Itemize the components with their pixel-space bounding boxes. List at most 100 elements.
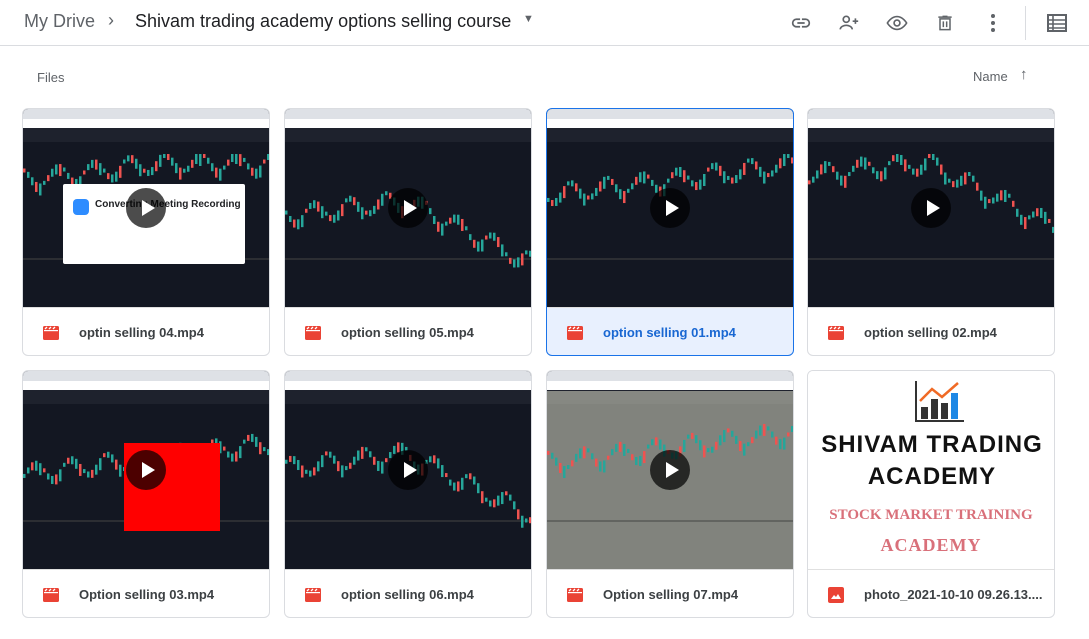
more-vert-icon[interactable] <box>980 10 1006 36</box>
chart-candle <box>381 193 384 206</box>
chart-candle <box>864 157 867 170</box>
chart-candle <box>603 460 606 473</box>
chart-candle <box>405 446 408 451</box>
chart-candle <box>763 423 766 436</box>
chart-candle <box>639 455 642 466</box>
chart-candle <box>992 197 995 204</box>
chart-candle <box>611 449 614 456</box>
chart-candle <box>872 167 875 174</box>
chart-candle <box>449 217 452 224</box>
chart-candle <box>55 164 58 175</box>
chart-candle <box>856 159 859 168</box>
chart-candle <box>952 181 955 188</box>
chart-candle <box>683 170 686 183</box>
chart-candle <box>976 182 979 191</box>
chart-toolbar <box>808 128 1054 142</box>
chart-candle <box>1016 208 1019 217</box>
chart-candle <box>131 155 134 164</box>
chart-candle <box>23 168 26 173</box>
chart-candle <box>67 172 70 179</box>
chart-candle <box>251 167 254 176</box>
chart-candle <box>599 181 602 192</box>
file-card[interactable]: option selling 06.mp4 <box>284 370 532 618</box>
chart-candle <box>852 165 855 172</box>
trash-icon[interactable] <box>932 10 958 36</box>
chart-candle <box>707 448 710 453</box>
chart-candle <box>63 167 66 172</box>
folder-dropdown-icon[interactable]: ▼ <box>523 13 534 25</box>
chart-candle <box>167 154 170 160</box>
chart-candle <box>235 154 238 164</box>
chart-candle <box>207 157 210 164</box>
file-name-bar: option selling 05.mp4 <box>285 307 531 355</box>
chart-candle <box>297 219 300 230</box>
chart-candle <box>59 469 62 482</box>
chart-candle <box>771 170 774 177</box>
list-view-icon[interactable] <box>1044 10 1070 36</box>
chart-candle <box>497 237 500 248</box>
chart-candle <box>727 175 730 180</box>
breadcrumb-current-folder[interactable]: Shivam trading academy options selling c… <box>135 11 512 31</box>
chart-candle <box>892 155 895 162</box>
play-icon[interactable] <box>388 188 428 228</box>
chart-candle <box>321 455 324 468</box>
file-card[interactable]: Option selling 07.mp4 <box>546 370 794 618</box>
chart-candle <box>309 202 312 209</box>
file-card[interactable]: Option selling 03.mp4 <box>22 370 270 618</box>
browser-tabs <box>285 371 531 381</box>
chart-candle <box>247 434 250 441</box>
chart-candle <box>107 173 110 180</box>
chart-candle <box>840 175 843 186</box>
file-card[interactable]: option selling 01.mp4 <box>546 108 794 356</box>
chart-candle <box>611 178 614 185</box>
play-icon[interactable] <box>911 188 951 228</box>
file-card[interactable]: SHIVAM TRADING ACADEMY STOCK MARKET TRAI… <box>807 370 1055 618</box>
file-card[interactable]: Converting Meeting Recording optin selli… <box>22 108 270 356</box>
chart-candle <box>143 168 146 173</box>
play-icon[interactable] <box>650 188 690 228</box>
chart-candle <box>373 456 376 465</box>
breadcrumb-my-drive[interactable]: My Drive <box>24 11 95 31</box>
chart-candle <box>333 214 336 223</box>
chart-candle <box>1024 217 1027 230</box>
chart-candle <box>547 450 550 455</box>
play-icon[interactable] <box>126 188 166 228</box>
chart-candle <box>219 168 222 181</box>
play-icon[interactable] <box>126 450 166 490</box>
chart-candle <box>699 179 702 190</box>
chart-candle <box>812 176 815 183</box>
chart-candle <box>449 479 452 486</box>
chart-candle <box>567 181 570 186</box>
chart-candle <box>353 456 356 465</box>
chart-candle <box>183 168 186 173</box>
add-person-icon[interactable] <box>836 10 862 36</box>
chart-candle <box>755 161 758 170</box>
chart-candle <box>195 154 198 164</box>
sort-by-name-button[interactable]: Name <box>973 69 1008 84</box>
file-name-bar: option selling 06.mp4 <box>285 569 531 617</box>
chart-candle <box>715 441 718 450</box>
chart-candle <box>775 164 778 173</box>
chart-candle <box>385 458 388 463</box>
chart-toolbar <box>285 390 531 404</box>
video-thumbnail: Converting Meeting Recording <box>23 109 269 307</box>
chart-candle <box>429 208 432 215</box>
chart-candle <box>964 172 967 185</box>
chart-candle <box>639 172 642 183</box>
preview-eye-icon[interactable] <box>884 10 910 36</box>
sort-ascending-arrow-icon[interactable]: ↑ <box>1020 66 1028 83</box>
chart-candle <box>695 435 698 444</box>
link-icon[interactable] <box>788 10 814 36</box>
chart-candle <box>305 469 308 474</box>
chart-candle <box>932 154 935 160</box>
chart-candle <box>643 171 646 184</box>
video-file-icon <box>43 588 59 602</box>
play-icon[interactable] <box>650 450 690 490</box>
chart-candle <box>635 457 638 466</box>
file-card[interactable]: option selling 02.mp4 <box>807 108 1055 356</box>
file-card[interactable]: option selling 05.mp4 <box>284 108 532 356</box>
play-icon[interactable] <box>388 450 428 490</box>
chart-candle <box>767 426 770 431</box>
chart-candle <box>671 172 674 179</box>
chart-candle <box>816 170 819 179</box>
